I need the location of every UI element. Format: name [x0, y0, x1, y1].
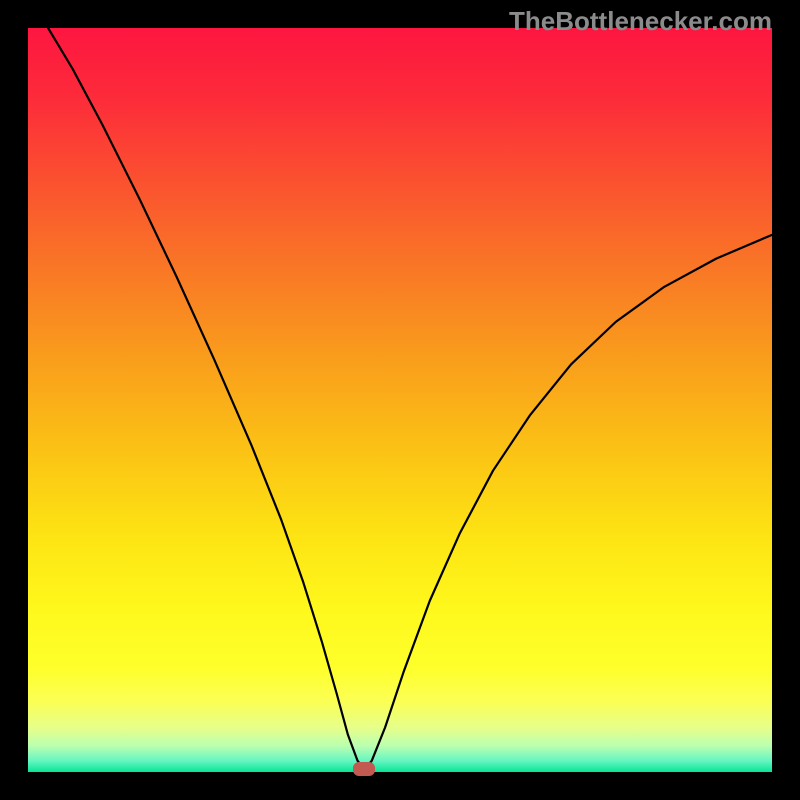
optimum-marker	[353, 762, 375, 776]
plot-area	[28, 28, 772, 772]
chart-frame: TheBottlenecker.com	[0, 0, 800, 800]
watermark-text: TheBottlenecker.com	[509, 6, 772, 37]
